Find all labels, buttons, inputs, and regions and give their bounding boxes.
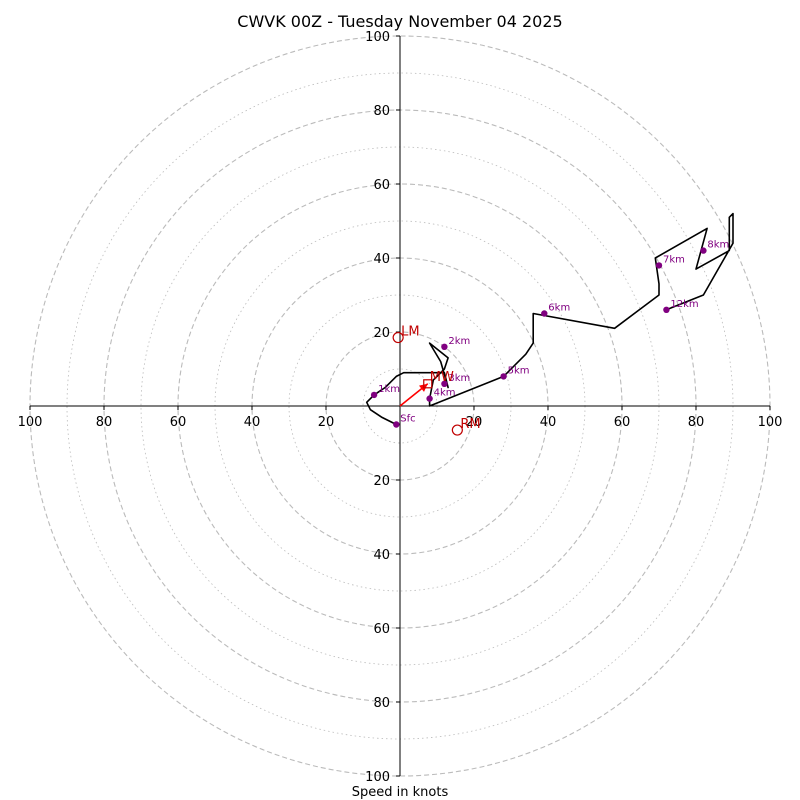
tick-label-right-80: 80 <box>688 415 705 430</box>
tick-label-right-20: 20 <box>466 415 483 430</box>
storm-markers: LM RM MW <box>392 325 481 436</box>
chart-title: CWVK 00Z - Tuesday November 04 2025 <box>237 12 562 31</box>
tick-label-right-100: 100 <box>758 415 783 430</box>
wind-profile-line <box>365 212 734 426</box>
mw-marker <box>423 379 433 389</box>
rm-label: RM <box>460 417 480 432</box>
x-axis-label: Speed in knots <box>352 785 449 800</box>
tick-labels: 100 80 60 40 20 20 40 60 80 100 100 80 60 40 20 20 40 60 8… <box>18 30 783 785</box>
height-point-8km <box>700 247 707 254</box>
tick-label-left-40: 40 <box>244 415 261 430</box>
rm-marker <box>451 424 463 436</box>
tick-label-left-60: 60 <box>170 415 187 430</box>
height-label-sfc: Sfc <box>400 414 415 425</box>
height-point-12km <box>663 306 670 313</box>
height-point-2km <box>441 343 448 350</box>
height-point-6km <box>541 310 548 317</box>
tick-label-bottom-40: 40 <box>373 548 390 563</box>
height-label-12km: 12km <box>670 299 698 310</box>
height-point-1km <box>370 391 378 399</box>
wind-profile <box>365 212 734 426</box>
height-label-2km: 2km <box>448 336 470 347</box>
height-point-5km <box>500 373 507 380</box>
tick-label-right-60: 60 <box>614 415 631 430</box>
height-label-1km: 1km <box>378 384 400 395</box>
tick-label-left-80: 80 <box>96 415 113 430</box>
tick-label-bottom-60: 60 <box>373 622 390 637</box>
tick-label-bottom-20: 20 <box>373 474 390 489</box>
tick-label-right-40: 40 <box>540 415 557 430</box>
tick-label-top-40: 40 <box>373 252 390 267</box>
tick-label-top-20: 20 <box>373 326 390 341</box>
height-label-3km: 3km <box>448 373 470 384</box>
height-points: Sfc 1km 2km 3km 4km 5km 6km 7km 8km 12km <box>370 240 729 428</box>
tick-label-bottom-100: 100 <box>365 770 390 785</box>
lm-marker <box>392 331 404 344</box>
height-point-3km <box>441 380 448 387</box>
height-label-5km: 5km <box>508 365 530 376</box>
height-point-4km <box>426 395 433 402</box>
height-point-7km <box>655 262 663 269</box>
height-label-7km: 7km <box>663 254 685 265</box>
tick-label-top-60: 60 <box>373 178 390 193</box>
height-point-sfc <box>393 421 400 428</box>
mw-label: MW <box>430 370 454 385</box>
tick-label-top-80: 80 <box>373 104 390 119</box>
lm-label: LM <box>401 325 419 340</box>
tick-label-left-100: 100 <box>18 415 43 430</box>
tick-label-top-100: 100 <box>365 30 390 45</box>
tick-label-left-20: 20 <box>318 415 335 430</box>
height-label-8km: 8km <box>707 240 729 251</box>
tick-label-bottom-80: 80 <box>373 696 390 711</box>
height-label-4km: 4km <box>434 388 456 399</box>
height-label-6km: 6km <box>548 303 570 314</box>
